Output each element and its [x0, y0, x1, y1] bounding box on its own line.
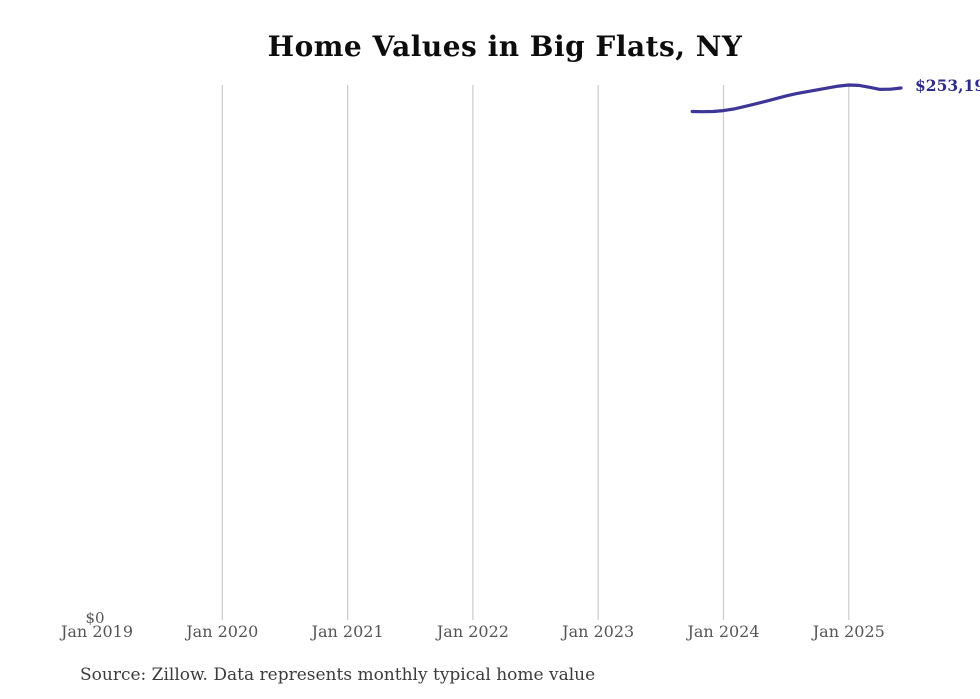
x-axis-tick-label: Jan 2022 [436, 622, 509, 641]
chart-title: Home Values in Big Flats, NY [267, 30, 743, 63]
source-note: Source: Zillow. Data represents monthly … [80, 665, 596, 685]
y-axis-zero-label: $0 [85, 609, 105, 627]
x-axis-tick-label: Jan 2024 [687, 622, 760, 641]
latest-value-label: $253,190 [915, 76, 980, 95]
x-axis-tick-label: Jan 2019 [60, 622, 134, 641]
x-axis-tick-label: Jan 2020 [186, 622, 259, 641]
x-axis-tick-label: Jan 2021 [311, 622, 384, 641]
x-axis-tick-label: Jan 2023 [562, 622, 635, 641]
home-value-line [690, 83, 903, 114]
x-axis-tick-label: Jan 2025 [812, 622, 885, 641]
